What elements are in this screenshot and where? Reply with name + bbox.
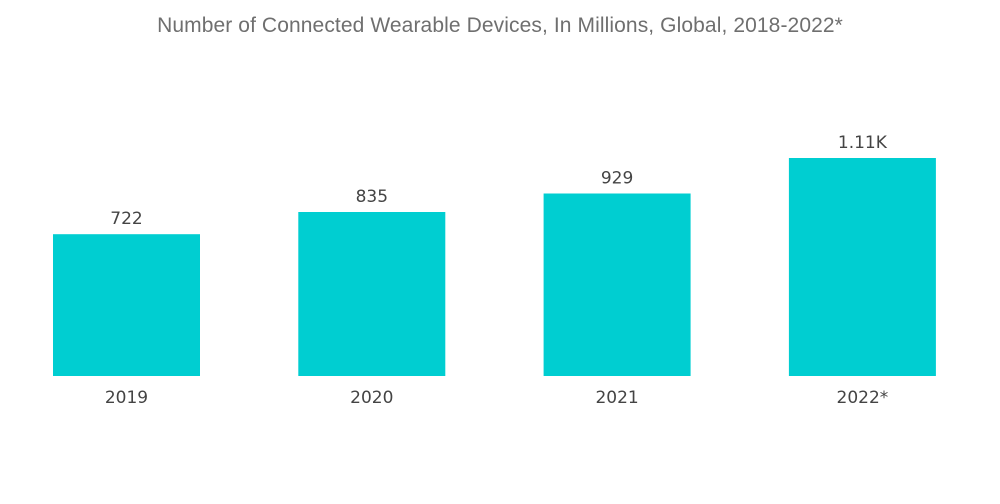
bar-2021 bbox=[543, 193, 691, 376]
bar-value-label: 835 bbox=[356, 187, 388, 207]
chart-title: Number of Connected Wearable Devices, In… bbox=[157, 14, 843, 37]
x-tick-label: 2021 bbox=[595, 388, 638, 408]
x-tick-label: 2020 bbox=[350, 388, 393, 408]
value-labels-group: 722 835 929 1.11K bbox=[110, 133, 887, 229]
bar-2020 bbox=[298, 212, 446, 376]
x-tick-label: 2019 bbox=[105, 388, 148, 408]
x-axis-ticks-group: 2019 2020 2021 2022* bbox=[105, 388, 888, 408]
bars-group bbox=[53, 158, 936, 376]
x-tick-label: 2022* bbox=[837, 388, 889, 408]
bar-value-label: 722 bbox=[110, 209, 142, 229]
bar-2019 bbox=[53, 234, 200, 376]
bar-value-label: 1.11K bbox=[838, 133, 888, 153]
bar-value-label: 929 bbox=[601, 169, 633, 189]
bar-2022-star bbox=[788, 158, 936, 376]
